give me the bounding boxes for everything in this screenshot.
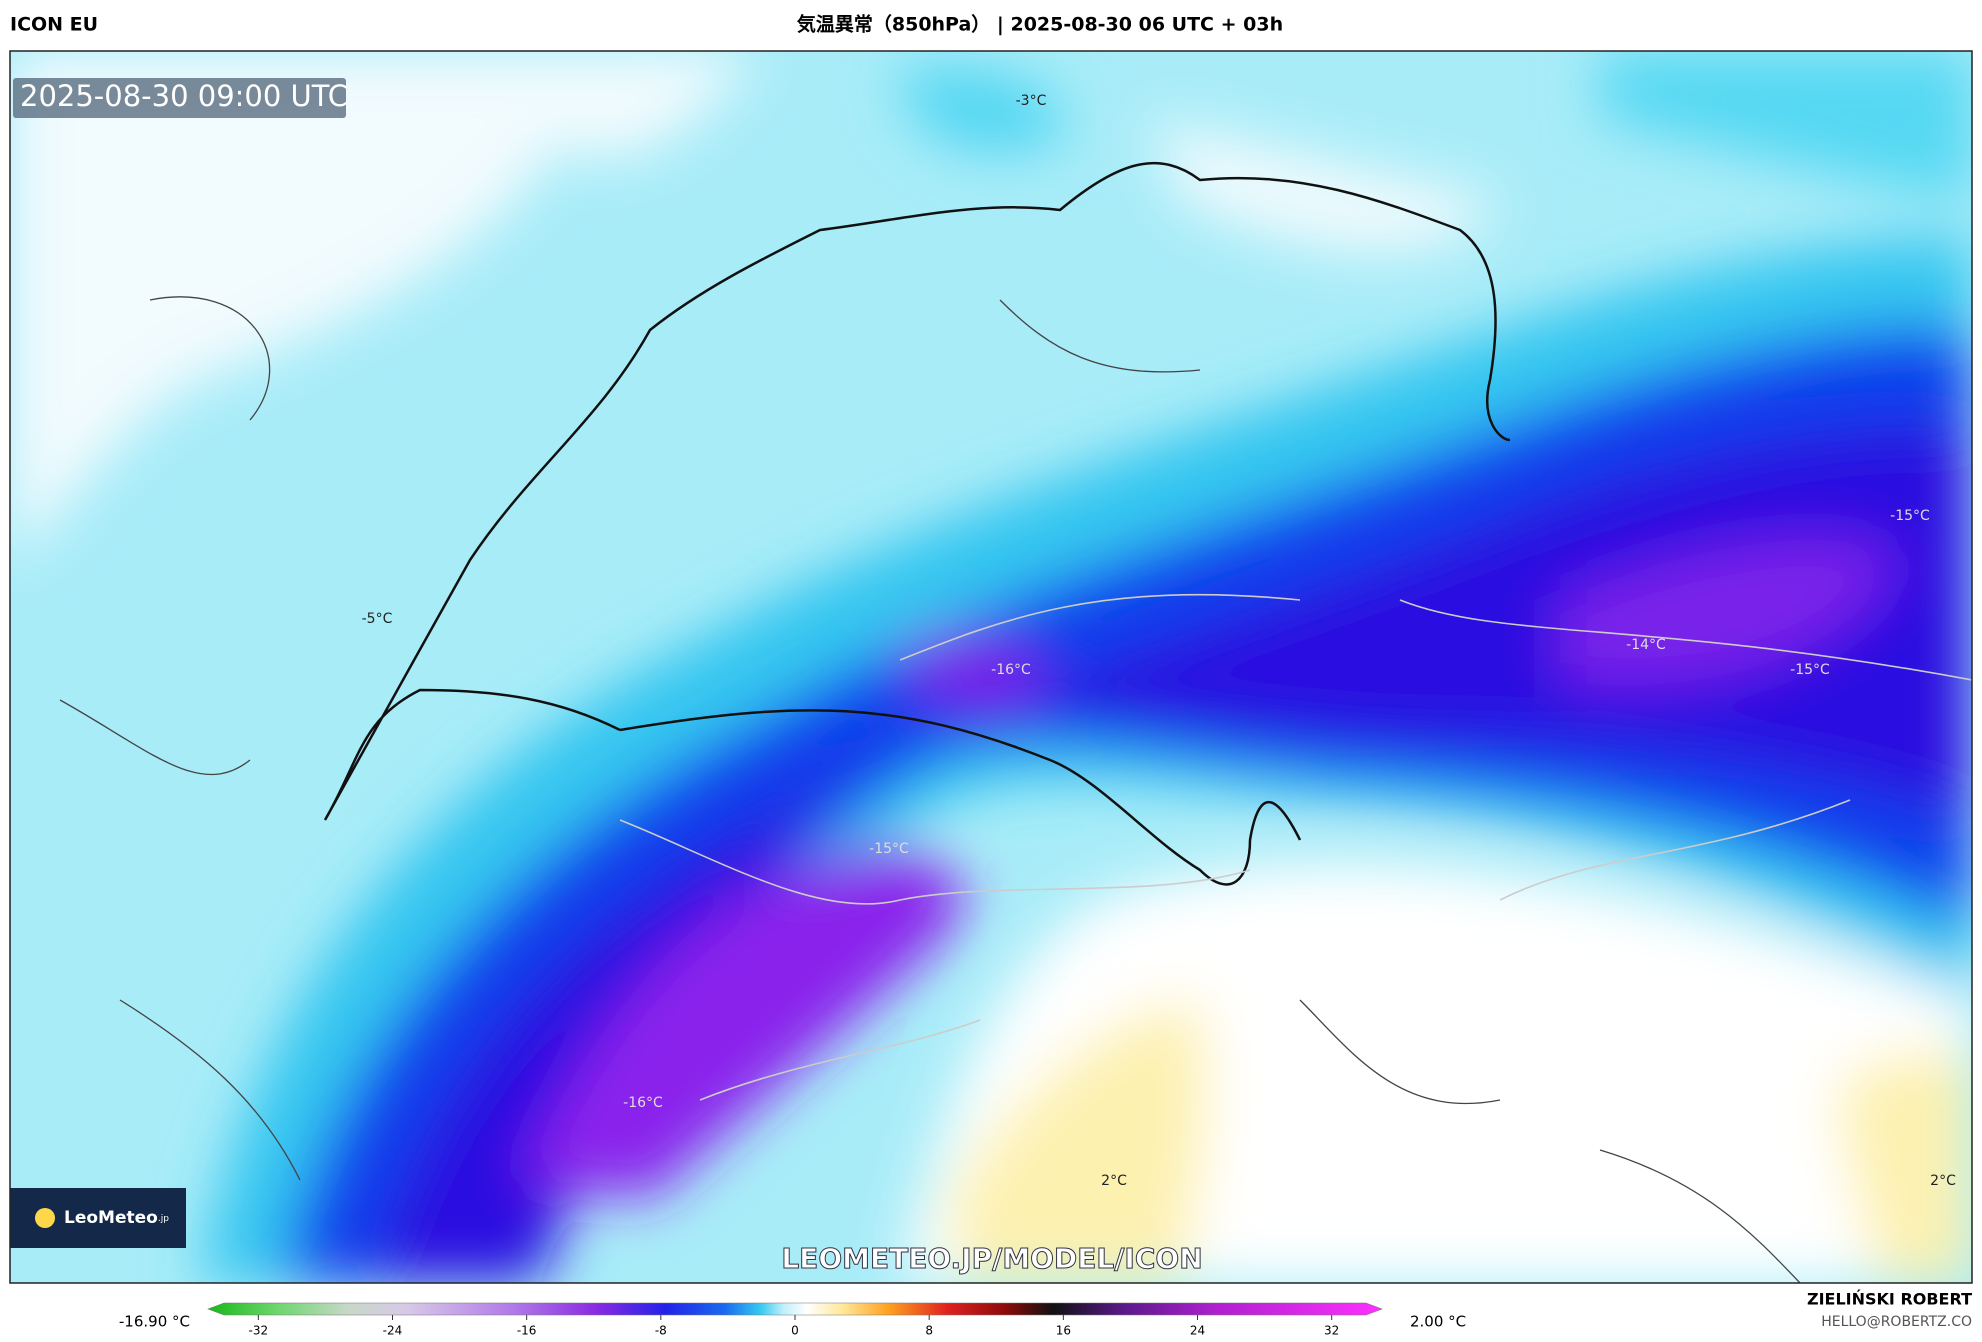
author: ZIELIŃSKI ROBERT: [1807, 1290, 1972, 1309]
map-title: 気温異常（850hPa） | 2025-08-30 06 UTC + 03h: [797, 13, 1283, 36]
colorbar-tick-label: 32: [1324, 1324, 1339, 1338]
logo-text: LeoMeteo.jp: [64, 1208, 169, 1228]
logo-sun: [35, 1208, 55, 1228]
contour-label: -3°C: [1016, 93, 1047, 109]
contour-label: -15°C: [1890, 508, 1930, 524]
contour-label: -14°C: [1626, 637, 1666, 653]
colorbar: [207, 1302, 1383, 1316]
colorbar-tick-label: 16: [1056, 1324, 1071, 1338]
borders: [59, 161, 1972, 1283]
colorbar-tick-label: -32: [249, 1324, 269, 1338]
contour-labels: -3°C -5°C -16°C -15°C -14°C -15°C -15°C -16°C 2°…: [362, 93, 1956, 1189]
map-frame: [9, 50, 1973, 1284]
colorbar-min: -16.90 °C: [119, 1313, 190, 1331]
contour-label: -15°C: [869, 841, 909, 857]
contour-label: -5°C: [362, 611, 393, 627]
timestamp: 2025-08-30 09:00 UTC: [20, 79, 348, 113]
contour-label: 2°C: [1930, 1173, 1956, 1189]
colorbar-tick-label: -8: [655, 1324, 667, 1338]
colorbar-tick-label: 8: [925, 1324, 933, 1338]
contour-label: 2°C: [1101, 1173, 1127, 1189]
colorbar-tick-label: -24: [383, 1324, 403, 1338]
model-name: ICON EU: [10, 14, 98, 36]
temperature-field: [10, 51, 1972, 1283]
contour-label: -15°C: [1790, 662, 1830, 678]
watermark: LEOMETEO.JP/MODEL/ICON: [781, 1242, 1202, 1275]
colorbar-tick-label: 24: [1190, 1324, 1205, 1338]
colorbar-ticks: -32 -24 -16 -8 0 8 16 24 32: [249, 1315, 1339, 1338]
contour-label: -16°C: [623, 1095, 663, 1111]
colorbar-tick-label: 0: [791, 1324, 799, 1338]
colorbar-tick-label: -16: [517, 1324, 537, 1338]
map: -3°C -5°C -16°C -15°C -14°C -15°C -15°C -16°C 2°…: [10, 51, 1972, 1283]
email: HELLO@ROBERTZ.CO: [1821, 1314, 1972, 1330]
colorbar-max: 2.00 °C: [1410, 1313, 1466, 1331]
contour-label: -16°C: [991, 662, 1031, 678]
timestamp-box: [13, 78, 346, 118]
